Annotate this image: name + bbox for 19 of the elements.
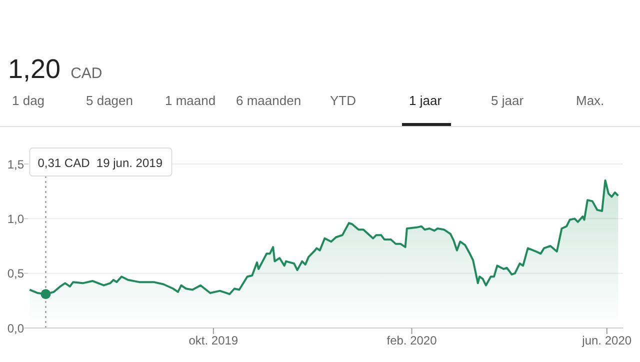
y-tick-label: 1,5 (7, 157, 24, 172)
text: YTD (330, 93, 356, 108)
x-tick-label: jun. 2020 (581, 334, 632, 348)
text: 5 dagen (86, 93, 133, 108)
y-tick-label: 1,0 (7, 212, 24, 226)
text: 1 maand (165, 93, 216, 108)
chart-title: 1,20 (8, 54, 61, 85)
text: 1 jaar (409, 93, 442, 108)
text: 5 jaar (491, 93, 524, 108)
chart-subtitle: CAD (70, 65, 102, 82)
x-tick-label: okt. 2019 (188, 334, 238, 348)
text: 6 maanden (236, 93, 302, 108)
y-tick-label: 0,5 (7, 266, 24, 281)
text: 1 dag (12, 93, 45, 108)
annotation: 0,31 CAD 19 jun. 2019 (38, 156, 163, 170)
text: Max. (576, 93, 604, 108)
x-tick-label: feb. 2020 (386, 334, 438, 348)
y-tick-label: 0,0 (7, 321, 24, 336)
tooltip-box: 0,31 CAD 19 jun. 2019 (29, 148, 172, 176)
